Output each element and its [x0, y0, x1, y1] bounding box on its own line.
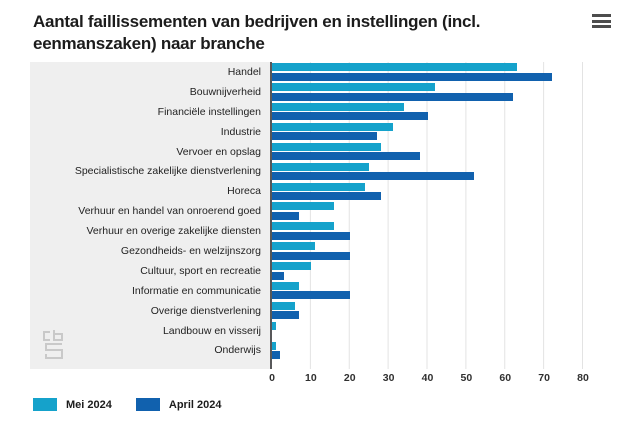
category-label: Cultuur, sport en recreatie	[140, 264, 261, 277]
x-tick-label: 20	[343, 372, 356, 384]
bar-chart: Handel Bouwnijverheid Financiële instellin…	[30, 62, 612, 370]
x-tick-label: 80	[577, 372, 589, 384]
x-tick-label: 40	[421, 372, 434, 384]
plot-area	[270, 62, 612, 370]
bar-group	[272, 82, 612, 102]
x-tick-label: 50	[460, 372, 473, 384]
bar-group	[272, 142, 612, 162]
category-label: Onderwijs	[214, 344, 261, 357]
bar-april-2024[interactable]	[272, 112, 428, 121]
bar-group	[272, 62, 612, 82]
x-tick-label: 0	[269, 372, 275, 384]
bar-group	[272, 321, 612, 341]
category-label: Verhuur en overige zakelijke diensten	[86, 225, 261, 238]
bar-group	[272, 122, 612, 142]
bar-april-2024[interactable]	[272, 172, 475, 181]
legend-label: April 2024	[168, 398, 222, 411]
bar-april-2024[interactable]	[272, 192, 381, 201]
bar-mei-2024[interactable]	[272, 262, 311, 271]
bar-group	[272, 241, 612, 261]
legend-label: Mei 2024	[66, 398, 112, 411]
bar-group	[272, 181, 612, 201]
legend-swatch	[33, 398, 57, 411]
bar-group	[272, 281, 612, 301]
bar-group	[272, 301, 612, 321]
category-label: Landbouw en visserij	[162, 324, 261, 337]
legend-item: Mei 2024	[33, 398, 112, 411]
category-label: Overige dienstverlening	[150, 304, 261, 317]
category-label: Specialistische zakelijke dienstverlenin…	[74, 165, 261, 178]
category-labels: Handel Bouwnijverheid Financiële instellin…	[30, 62, 270, 370]
bar-april-2024[interactable]	[272, 152, 420, 161]
category-label: Vervoer en opslag	[176, 145, 261, 158]
x-tick-label: 60	[499, 372, 512, 384]
bar-april-2024[interactable]	[272, 92, 514, 101]
legend-item: April 2024	[135, 398, 222, 411]
bar-group	[272, 161, 612, 181]
menu-icon[interactable]	[592, 14, 611, 30]
bar-group	[272, 201, 612, 221]
bar-april-2024[interactable]	[272, 132, 377, 141]
bar-mei-2024[interactable]	[272, 222, 335, 231]
bar-mei-2024[interactable]	[272, 341, 276, 350]
menu-icon-bar	[592, 14, 611, 17]
bar-mei-2024[interactable]	[272, 142, 381, 151]
bar-april-2024[interactable]	[272, 251, 350, 260]
page-title: Aantal faillissementen van bedrijven en …	[33, 12, 481, 54]
bar-mei-2024[interactable]	[272, 122, 393, 131]
bar-april-2024[interactable]	[272, 72, 552, 81]
bar-mei-2024[interactable]	[272, 182, 366, 191]
bar-group	[272, 102, 612, 122]
menu-icon-bar	[592, 25, 611, 29]
bar-mei-2024[interactable]	[272, 102, 405, 111]
bar-group	[272, 221, 612, 241]
category-label: Industrie	[220, 125, 261, 138]
menu-icon-bar	[592, 19, 611, 23]
bar-mei-2024[interactable]	[272, 202, 335, 211]
category-label: Financiële instellingen	[157, 105, 261, 118]
x-tick-label: 70	[538, 372, 550, 384]
bar-april-2024[interactable]	[272, 291, 350, 300]
bar-group	[272, 261, 612, 281]
x-tick-label: 10	[305, 372, 317, 384]
bar-april-2024[interactable]	[272, 271, 284, 280]
bar-group	[272, 340, 612, 360]
legend-swatch	[135, 398, 160, 411]
x-axis: 0 10 20 30 40 50 60 70 80	[269, 372, 612, 386]
cbs-logo-icon	[43, 330, 63, 360]
category-label: Bouwnijverheid	[189, 85, 261, 98]
bar-mei-2024[interactable]	[272, 301, 296, 310]
bar-april-2024[interactable]	[272, 211, 300, 220]
category-label: Horeca	[227, 185, 261, 198]
bar-mei-2024[interactable]	[272, 63, 517, 72]
bar-mei-2024[interactable]	[272, 242, 315, 251]
bar-mei-2024[interactable]	[272, 162, 370, 171]
category-label: Informatie en communicatie	[132, 284, 261, 297]
bar-mei-2024[interactable]	[272, 321, 276, 330]
bar-mei-2024[interactable]	[272, 281, 300, 290]
category-label: Gezondheids- en welzijnszorg	[120, 244, 261, 257]
category-label: Verhuur en handel van onroerend goed	[78, 205, 261, 218]
bar-april-2024[interactable]	[272, 311, 300, 320]
category-label: Handel	[227, 65, 261, 78]
bar-april-2024[interactable]	[272, 351, 280, 360]
legend: Mei 2024 April 2024	[33, 398, 221, 411]
bar-april-2024[interactable]	[272, 231, 350, 240]
x-tick-label: 30	[382, 372, 395, 384]
bar-mei-2024[interactable]	[272, 83, 436, 92]
